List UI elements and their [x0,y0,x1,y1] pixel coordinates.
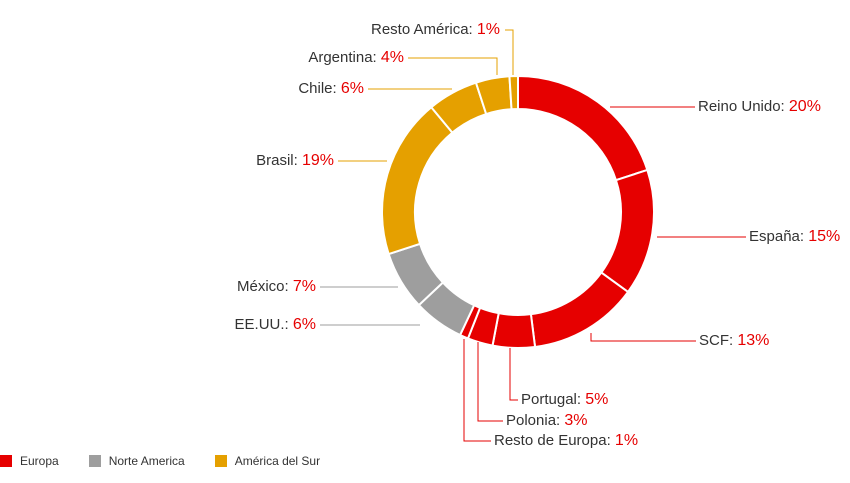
slice-portugal[interactable] [491,312,537,350]
slice-label-name: Brasil: [256,152,302,169]
slice-label-resto-america: Resto América: 1% [371,21,500,38]
slice-label-value: 1% [615,432,638,449]
slice-brasil[interactable] [381,105,454,256]
slice-label-ee-uu: EE.UU.: 6% [235,316,316,333]
leader-line-argentina [408,57,498,75]
slice-espana[interactable] [599,168,655,294]
slice-label-name: Chile: [298,80,341,97]
legend-label-europa: Europa [20,454,59,468]
chart-legend: Europa Norte America América del Sur [0,452,350,470]
slice-label-argentina: Argentina: 4% [308,49,404,66]
slice-label-mexico: México: 7% [237,278,316,295]
leader-line-polonia [477,342,503,422]
slice-label-value: 19% [302,152,334,169]
leader-line-portugal [509,348,518,401]
legend-swatch-europa [0,455,12,467]
legend-label-america-del-sur: América del Sur [234,454,321,468]
slice-label-name: España: [749,228,808,245]
legend-swatch-norte-america [88,455,101,467]
slice-label-name: Resto América: [371,21,477,38]
slice-label-value: 13% [737,332,769,349]
slice-label-name: México: [237,278,293,295]
legend-swatch-america-del-sur [214,455,227,467]
slice-scf[interactable] [529,271,630,349]
legend-item-norte-america[interactable]: Norte America [88,454,185,468]
slice-label-name: Resto de Europa: [494,432,615,449]
slice-label-name: Reino Unido: [698,98,789,115]
slice-label-name: Polonia: [506,412,564,429]
slice-label-brasil: Brasil: 19% [256,152,334,169]
legend-item-america-del-sur[interactable]: América del Sur [214,454,321,468]
slice-label-value: 1% [477,21,500,38]
leader-line-resto-america [505,29,514,75]
slice-label-scf: SCF: 13% [699,332,769,349]
slice-label-name: Portugal: [521,391,585,408]
slice-label-reino-unido: Reino Unido: 20% [698,98,821,115]
leader-line-scf [590,333,696,342]
slice-resto-america[interactable] [508,74,519,111]
leader-line-resto-de-europa [463,339,491,442]
slice-label-value: 20% [789,98,821,115]
legend-label-norte-america: Norte America [108,454,185,468]
legend-item-europa[interactable]: Europa [0,454,59,468]
slice-label-value: 7% [293,278,316,295]
slice-label-value: 15% [808,228,840,245]
slice-label-polonia: Polonia: 3% [506,412,588,429]
slice-label-value: 6% [341,80,364,97]
slice-label-chile: Chile: 6% [298,80,364,97]
slice-label-value: 3% [564,412,587,429]
slice-reino-unido[interactable] [517,74,649,182]
slice-label-name: EE.UU.: [235,316,293,333]
slice-label-name: Argentina: [308,49,381,66]
slice-label-resto-de-europa: Resto de Europa: 1% [494,432,638,449]
slice-label-value: 5% [585,391,608,408]
slice-label-name: SCF: [699,332,737,349]
slice-label-portugal: Portugal: 5% [521,391,608,408]
slice-label-value: 6% [293,316,316,333]
slice-label-value: 4% [381,49,404,66]
slice-label-espana: España: 15% [749,228,840,245]
